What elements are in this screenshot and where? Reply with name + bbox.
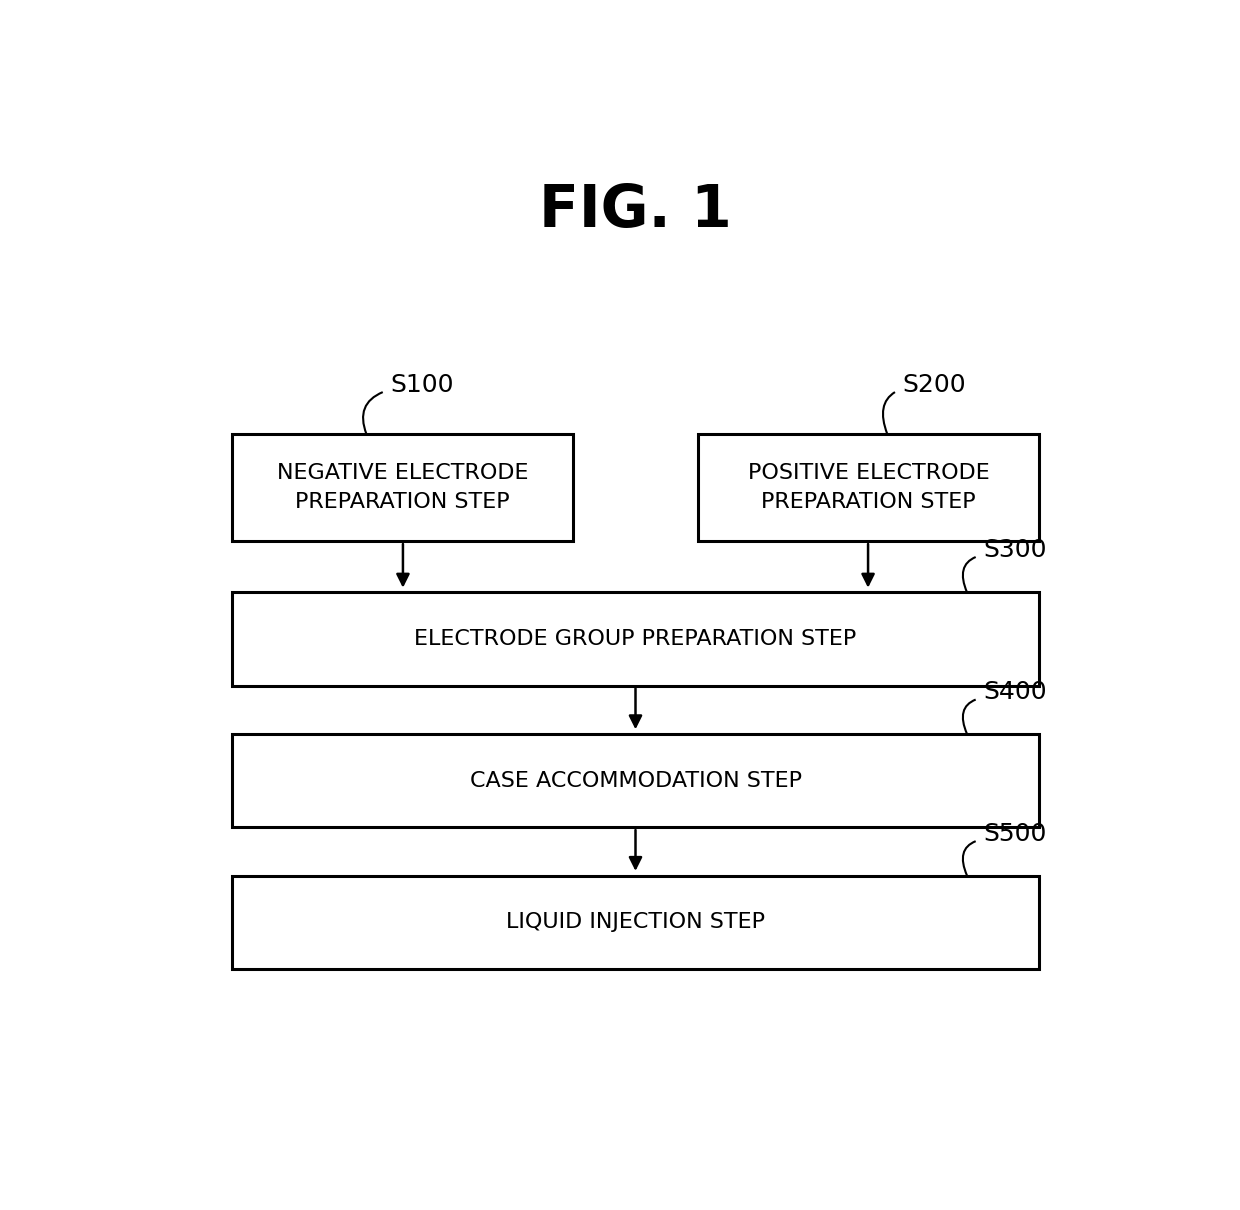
Bar bbox=[232, 876, 1039, 969]
Text: FIG. 1: FIG. 1 bbox=[539, 182, 732, 238]
Text: NEGATIVE ELECTRODE
PREPARATION STEP: NEGATIVE ELECTRODE PREPARATION STEP bbox=[277, 462, 528, 512]
Text: ELECTRODE GROUP PREPARATION STEP: ELECTRODE GROUP PREPARATION STEP bbox=[414, 629, 857, 649]
Text: S500: S500 bbox=[983, 822, 1047, 846]
Text: S100: S100 bbox=[391, 373, 454, 397]
Bar bbox=[232, 593, 1039, 686]
Bar bbox=[232, 734, 1039, 828]
Text: S200: S200 bbox=[903, 373, 966, 397]
Text: CASE ACCOMMODATION STEP: CASE ACCOMMODATION STEP bbox=[470, 771, 801, 790]
Text: S300: S300 bbox=[983, 537, 1047, 561]
Text: POSITIVE ELECTRODE
PREPARATION STEP: POSITIVE ELECTRODE PREPARATION STEP bbox=[748, 462, 990, 512]
Text: S400: S400 bbox=[983, 680, 1047, 704]
Bar bbox=[232, 434, 573, 541]
Text: LIQUID INJECTION STEP: LIQUID INJECTION STEP bbox=[506, 912, 765, 932]
Bar bbox=[698, 434, 1039, 541]
